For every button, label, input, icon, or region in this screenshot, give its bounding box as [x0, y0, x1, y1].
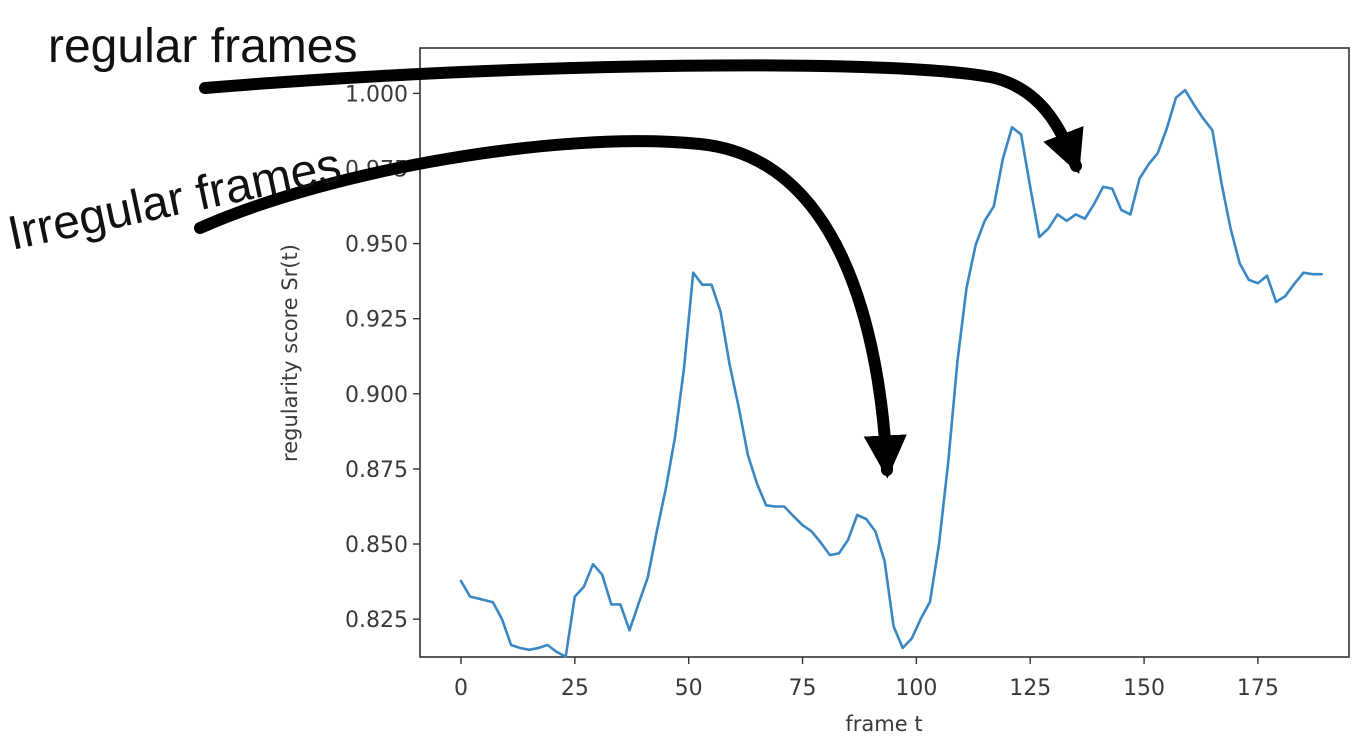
x-tick-label: 125: [1009, 676, 1051, 701]
y-tick-label: 0.850: [345, 533, 408, 558]
x-axis-label: frame t: [845, 712, 922, 736]
x-tick-label: 25: [561, 676, 589, 701]
x-tick-label: 50: [675, 676, 703, 701]
regular-frames-label: regular frames: [48, 20, 357, 73]
regularity-score-line: [459, 88, 1323, 658]
plot-frame: [419, 47, 1350, 658]
y-tick-label: 0.900: [345, 383, 408, 408]
x-tick-label: 75: [789, 676, 817, 701]
irregular-frames-label: Irregular frames: [3, 138, 345, 260]
x-axis: 0 25 50 75 100 125 150 175: [454, 657, 1279, 701]
y-tick-label: 0.925: [345, 308, 408, 333]
x-tick-label: 150: [1123, 676, 1165, 701]
regular-frames-arrow: [199, 59, 1084, 175]
y-tick-label: 0.950: [345, 233, 408, 258]
y-tick-label: 0.875: [345, 458, 408, 483]
y-tick-label: 1.000: [345, 82, 408, 107]
x-tick-label: 175: [1237, 676, 1279, 701]
x-tick-label: 0: [454, 676, 468, 701]
y-tick-label: 0.825: [345, 608, 408, 633]
irregular-frames-arrow: [194, 135, 907, 479]
y-axis-label: regularity score Sr(t): [278, 244, 302, 462]
x-tick-label: 100: [895, 676, 937, 701]
